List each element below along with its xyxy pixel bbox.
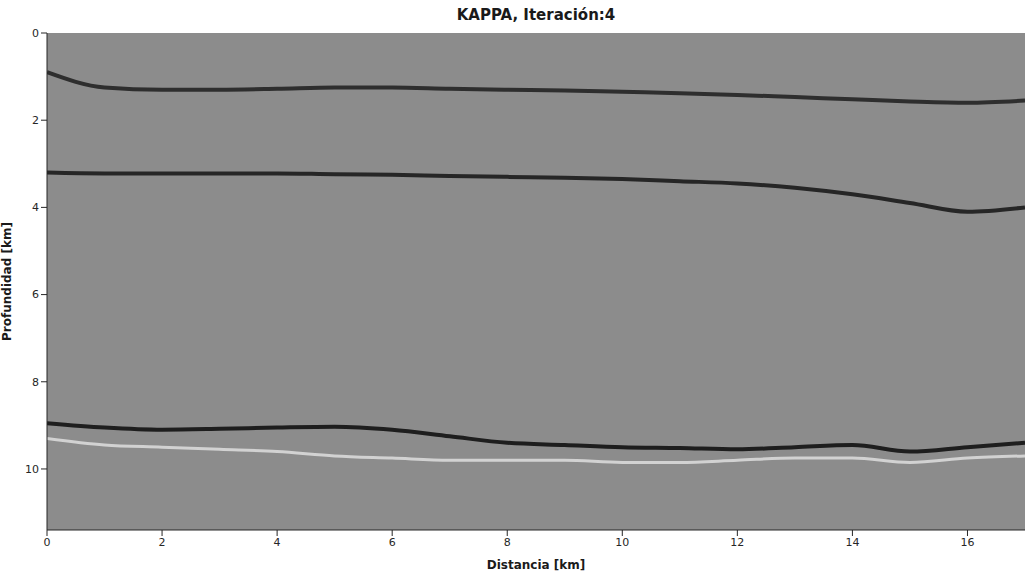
- html-text:KAPPA, Iteración:4: KAPPA, Iteración:4: [456, 6, 616, 24]
- svg-text:8: 8: [32, 376, 39, 389]
- svg-text:0: 0: [44, 536, 51, 549]
- svg-text:14: 14: [845, 536, 859, 549]
- svg-text:8: 8: [504, 536, 511, 549]
- svg-text:2: 2: [32, 114, 39, 127]
- svg-text:4: 4: [32, 201, 39, 214]
- svg-text:6: 6: [32, 288, 39, 301]
- svg-text:12: 12: [730, 536, 744, 549]
- svg-text:10: 10: [615, 536, 629, 549]
- svg-text:10: 10: [25, 463, 39, 476]
- svg-text:Profundidad [km]: Profundidad [km]: [0, 222, 14, 341]
- svg-text:2: 2: [159, 536, 166, 549]
- svg-text:0: 0: [32, 27, 39, 40]
- svg-text:16: 16: [960, 536, 974, 549]
- svg-text:Distancia [km]: Distancia [km]: [487, 558, 586, 572]
- svg-text:6: 6: [389, 536, 396, 549]
- svg-text:4: 4: [274, 536, 281, 549]
